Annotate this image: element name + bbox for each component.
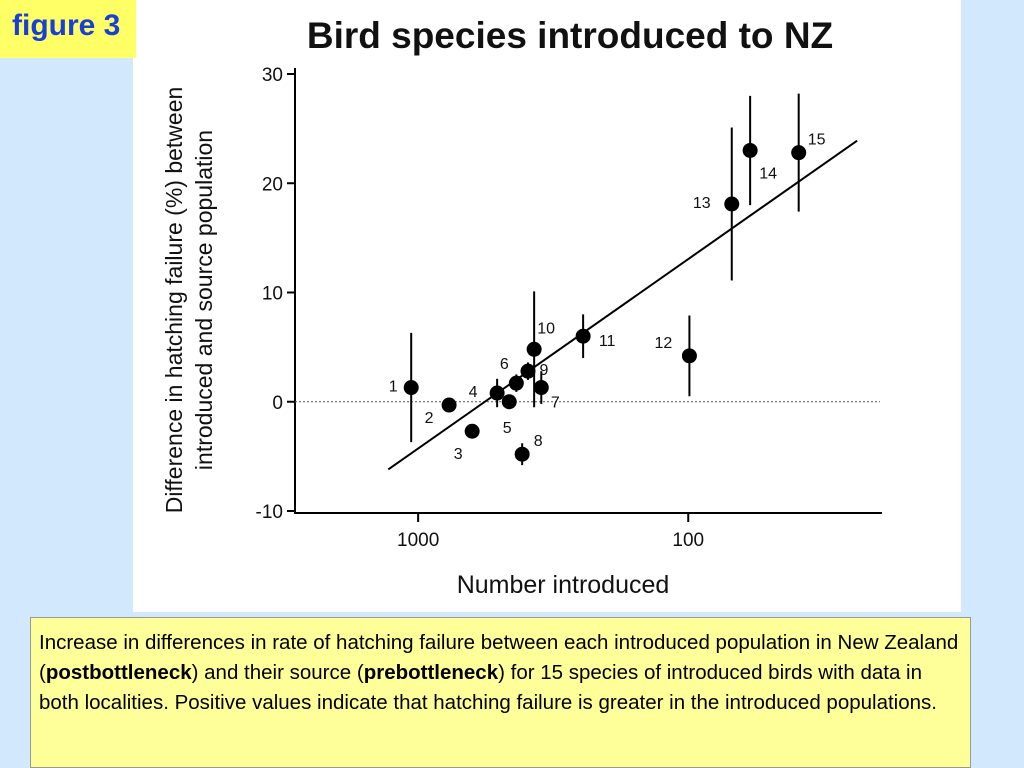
point: [791, 145, 807, 161]
point: [464, 423, 480, 439]
point: [533, 380, 549, 396]
point-label: 7: [551, 395, 560, 412]
point: [526, 341, 542, 357]
point-label: 14: [759, 165, 777, 182]
y-tick-label: -10: [256, 502, 283, 523]
y-axis-label: introduced and source population: [191, 130, 217, 470]
point-label: 5: [503, 420, 512, 437]
y-tick-label: 30: [262, 65, 283, 86]
point: [489, 385, 505, 401]
caption-text: postbottleneck: [45, 661, 192, 684]
y-axis-label: Difference in hatching failure (%) betwe…: [161, 87, 187, 514]
caption-text: prebottleneck: [363, 661, 499, 684]
point-label: 8: [534, 433, 543, 450]
point-label: 3: [454, 446, 463, 463]
caption: Increase in differences in rate of hatch…: [30, 617, 971, 768]
point: [403, 380, 419, 396]
point: [575, 328, 591, 344]
point-label: 2: [425, 410, 434, 427]
chart: Bird species introduced to NZ Number int…: [161, 15, 882, 599]
point-label: 12: [655, 335, 673, 352]
point: [508, 375, 524, 391]
caption-text: ) and their source (: [191, 661, 364, 684]
point: [742, 142, 758, 158]
badge: [0, 0, 136, 58]
x-axis-label: Number introduced: [457, 571, 670, 599]
point-label: 11: [599, 333, 616, 350]
chart-title: Bird species introduced to NZ: [307, 15, 833, 56]
y-tick-label: 10: [262, 284, 283, 305]
point-label: 4: [469, 384, 478, 401]
point: [441, 397, 457, 413]
x-tick-label: 100: [672, 530, 704, 551]
point: [520, 363, 536, 379]
point: [514, 446, 530, 462]
point: [724, 196, 740, 212]
y-tick-label: 0: [272, 393, 283, 414]
chart-panel: [133, 0, 961, 612]
y-tick-label: 20: [262, 174, 283, 195]
badge-text: figure 3: [12, 9, 121, 42]
point-label: 6: [500, 356, 509, 373]
point-label: 15: [808, 132, 826, 149]
caption-text: Increase in differences in rate of hatch…: [39, 631, 959, 684]
point-label: 13: [693, 195, 711, 212]
caption-text: ) for 15 species of introduced birds wit…: [39, 661, 937, 714]
point: [501, 394, 517, 410]
point-label: 1: [389, 379, 398, 396]
point: [681, 348, 697, 364]
point-label: 10: [537, 320, 555, 337]
fit-line: [387, 139, 858, 471]
point-label: 9: [540, 362, 549, 379]
x-tick-label: 1000: [397, 530, 439, 551]
